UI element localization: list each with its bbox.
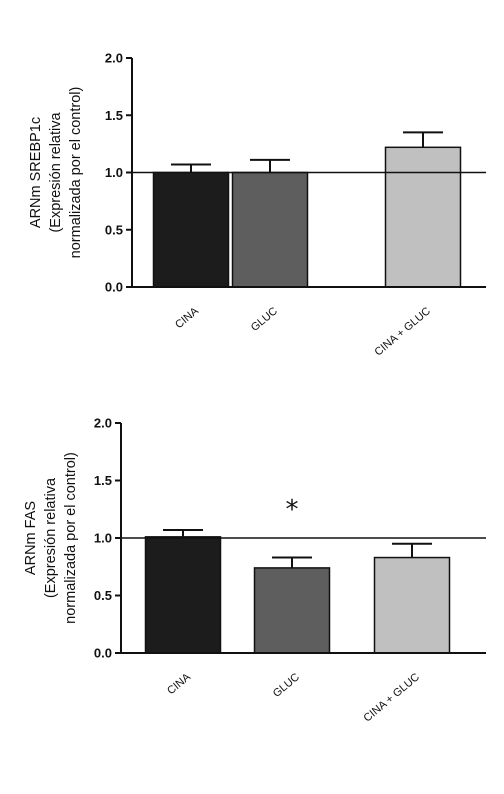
category-label-2: CINA + GLUC (373, 305, 433, 358)
y-tick-label-3: 1.5 (105, 108, 123, 123)
y-tick-label-0: 0.0 (105, 280, 123, 295)
category-label-1: GLUC (249, 305, 280, 334)
y-tick-label-1: 0.5 (105, 222, 123, 237)
bar-2 (373, 556, 451, 654)
category-label-0: CINA (165, 671, 193, 698)
bar-0 (144, 536, 222, 654)
y-axis-label-line-2: normalizada por el control) (63, 452, 79, 624)
category-label-0: CINA (173, 305, 201, 332)
significance-marker-0: * (286, 495, 299, 525)
category-label-1: GLUC (271, 671, 302, 700)
chart-srebp1c: 0.0 0.5 1.0 1.5 2.0 CINA GLUC CINA + GLUC ARNm S… (28, 51, 486, 359)
chart-fas: 0.0 0.5 1.0 1.5 2.0 CINA GLUC CINA + GLUC ARNm F… (23, 416, 486, 725)
y-tick-label-3: 1.5 (94, 473, 112, 488)
y-tick-label-1: 0.5 (94, 588, 112, 603)
category-label-2: CINA + GLUC (362, 671, 422, 724)
bar-1 (253, 567, 331, 654)
y-tick-label-2: 1.0 (94, 531, 112, 546)
bar-1 (231, 171, 309, 288)
y-axis-label-line-2: normalizada por el control) (68, 87, 84, 259)
y-axis-label-line-0: ARNm FAS (23, 501, 39, 575)
y-tick-label-4: 2.0 (94, 416, 112, 431)
bar-0 (152, 171, 230, 288)
y-tick-label-2: 1.0 (105, 165, 123, 180)
y-axis-label-line-1: (Expresión relativa (48, 112, 64, 233)
bar-2 (384, 146, 462, 288)
y-axis-label-line-0: ARNm SREBP1c (28, 117, 44, 228)
y-tick-label-0: 0.0 (94, 646, 112, 661)
y-tick-label-4: 2.0 (105, 51, 123, 66)
y-axis-label-line-1: (Expresión relativa (43, 477, 59, 598)
